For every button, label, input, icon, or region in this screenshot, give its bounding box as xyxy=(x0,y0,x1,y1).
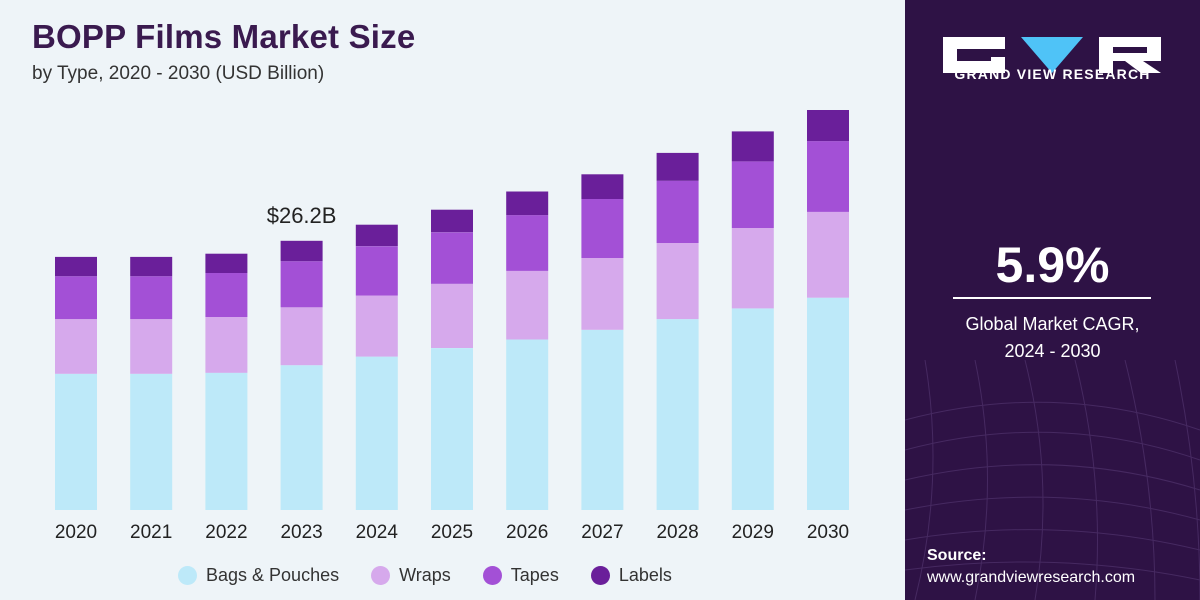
cagr-label-line2: 2024 - 2030 xyxy=(1004,341,1101,361)
info-sidebar: GRAND VIEW RESEARCH 5.9% Global Market C… xyxy=(905,0,1200,600)
bar-bags-pouches-2020 xyxy=(55,373,97,510)
bar-wraps-2029 xyxy=(731,228,774,309)
bar-bags-pouches-2028 xyxy=(656,319,699,510)
x-tick-label: 2020 xyxy=(55,522,97,543)
x-tick-label: 2023 xyxy=(280,522,322,543)
bar-tapes-2024 xyxy=(355,246,398,296)
stacked-bar-chart: 2020 2021 2022 2023 2024 2025 2026 2027 2028 2029… xyxy=(55,110,849,543)
bar-bags-pouches-2025 xyxy=(431,348,473,510)
bar-tapes-2022 xyxy=(205,273,248,317)
legend-swatch-labels xyxy=(590,565,610,585)
bar-labels-2022 xyxy=(205,253,248,273)
legend-label: Wraps xyxy=(399,564,451,585)
bar-labels-2030 xyxy=(807,110,849,142)
x-tick-label: 2021 xyxy=(130,522,172,543)
bar-labels-2027 xyxy=(581,174,624,199)
source-note: Source: www.grandviewresearch.com xyxy=(927,545,1135,589)
bar-tapes-2030 xyxy=(807,141,849,212)
chart-title: BOPP Films Market Size xyxy=(32,18,416,55)
bar-wraps-2028 xyxy=(656,243,699,320)
bar-labels-2026 xyxy=(506,191,549,216)
cagr-value: 5.9% xyxy=(995,237,1110,293)
bar-wraps-2022 xyxy=(205,317,248,373)
bar-labels-2020 xyxy=(55,256,97,277)
x-tick-label: 2024 xyxy=(356,522,399,543)
bar-labels-2021 xyxy=(130,256,173,277)
gvr-logo-icon xyxy=(943,37,1161,73)
legend-swatch-wraps xyxy=(371,565,391,585)
bar-tapes-2027 xyxy=(581,199,624,258)
bar-wraps-2026 xyxy=(506,270,549,340)
data-label-2023: $26.2B xyxy=(267,203,337,228)
legend-label: Tapes xyxy=(510,564,559,585)
bar-bags-pouches-2030 xyxy=(807,297,849,510)
legend-swatch-tapes xyxy=(482,565,502,585)
bar-labels-2024 xyxy=(355,224,398,247)
x-tick-label: 2022 xyxy=(205,522,247,543)
source-label: Source: xyxy=(927,547,987,564)
chart-subtitle: by Type, 2020 - 2030 (USD Billion) xyxy=(32,63,325,84)
bar-tapes-2025 xyxy=(431,232,473,284)
legend-label: Labels xyxy=(618,564,672,585)
legend-item-labels: Labels xyxy=(590,564,672,586)
x-tick-label: 2025 xyxy=(431,522,473,543)
x-tick-label: 2028 xyxy=(656,522,698,543)
legend-item-tapes: Tapes xyxy=(482,564,559,586)
bar-labels-2025 xyxy=(431,209,473,233)
bar-labels-2028 xyxy=(656,152,699,181)
x-tick-label: 2026 xyxy=(506,522,548,543)
x-tick-label: 2029 xyxy=(732,522,774,543)
x-tick-label: 2030 xyxy=(807,522,849,543)
bar-wraps-2025 xyxy=(431,283,473,348)
chart-panel: BOPP Films Market Size by Type, 2020 - 2… xyxy=(32,18,850,588)
brand-name: GRAND VIEW RESEARCH xyxy=(954,66,1151,82)
x-tick-label: 2027 xyxy=(581,522,623,543)
cagr-label-line1: Global Market CAGR, xyxy=(965,314,1140,334)
bar-labels-2029 xyxy=(731,131,774,162)
bar-bags-pouches-2022 xyxy=(205,372,248,510)
bar-wraps-2023 xyxy=(280,307,323,366)
bar-tapes-2021 xyxy=(130,276,173,320)
bar-labels-2023 xyxy=(280,240,323,262)
bar-tapes-2029 xyxy=(731,161,774,228)
legend-swatch-bags-pouches xyxy=(178,565,197,585)
bar-wraps-2020 xyxy=(55,319,97,374)
bar-tapes-2023 xyxy=(280,261,323,308)
bar-wraps-2027 xyxy=(581,258,624,330)
cagr-divider xyxy=(953,297,1151,299)
bar-bags-pouches-2027 xyxy=(581,329,624,510)
cagr-label: Global Market CAGR, 2024 - 2030 xyxy=(905,311,1200,365)
legend-item-wraps: Wraps xyxy=(371,565,451,586)
bar-bags-pouches-2024 xyxy=(355,356,398,510)
bar-bags-pouches-2023 xyxy=(280,365,323,510)
bar-wraps-2030 xyxy=(807,211,849,298)
bar-bags-pouches-2026 xyxy=(506,339,549,510)
chart-legend: Bags & Pouches Wraps Tapes Labels xyxy=(178,562,672,588)
bar-bags-pouches-2029 xyxy=(731,308,774,510)
bar-tapes-2028 xyxy=(656,180,699,243)
bar-tapes-2026 xyxy=(506,215,549,271)
bar-wraps-2024 xyxy=(355,295,398,357)
bar-bags-pouches-2021 xyxy=(130,373,173,510)
bar-tapes-2020 xyxy=(55,276,97,320)
source-url[interactable]: www.grandviewresearch.com xyxy=(927,569,1136,586)
legend-label: Bags & Pouches xyxy=(206,564,340,585)
bar-wraps-2021 xyxy=(130,319,173,374)
legend-item-bags-pouches: Bags & Pouches xyxy=(178,565,339,586)
